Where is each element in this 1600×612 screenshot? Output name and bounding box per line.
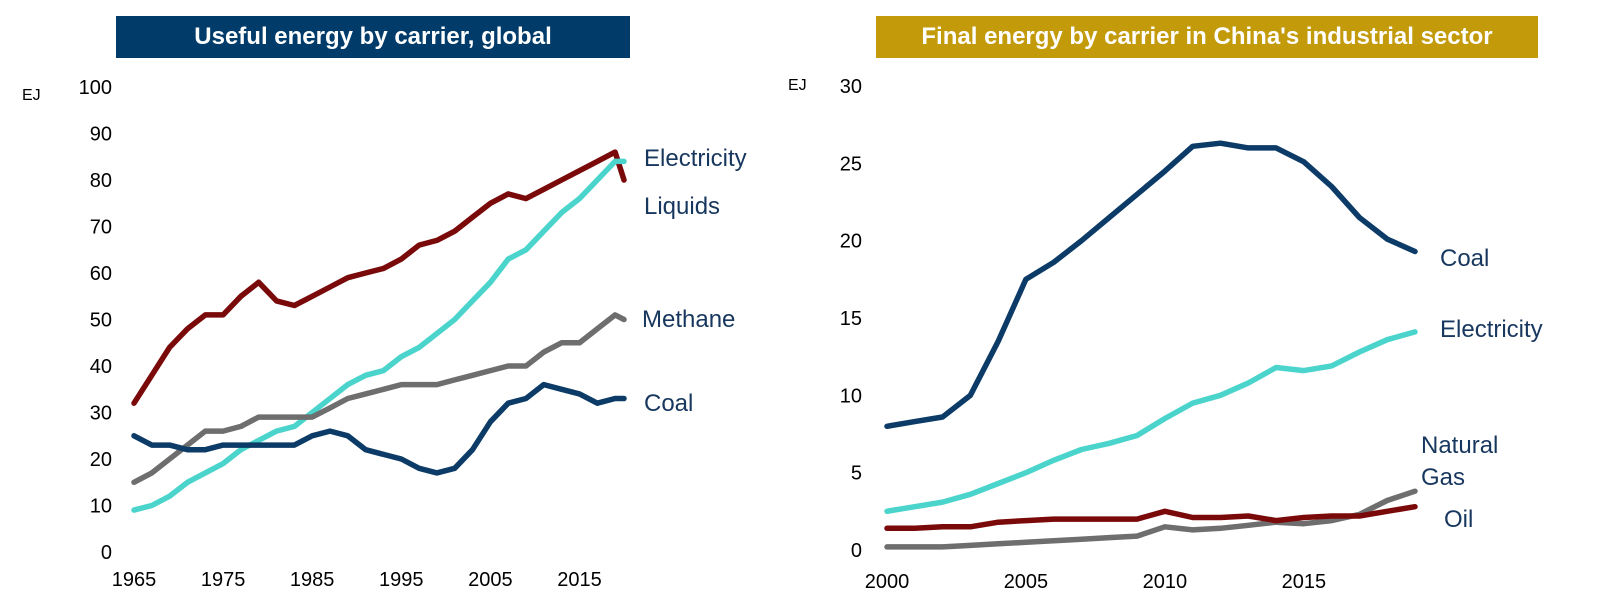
left-label-electricity: Electricity bbox=[644, 145, 747, 172]
left-x-tick-label: 1985 bbox=[290, 569, 335, 591]
right-series-line-oil bbox=[884, 503, 1418, 532]
left-series-line-liquids bbox=[131, 149, 627, 406]
right-label-coal: Coal bbox=[1440, 245, 1489, 272]
left-y-tick-label: 50 bbox=[90, 310, 112, 332]
left-y-tick-label: 80 bbox=[90, 170, 112, 192]
left-y-tick-label: 40 bbox=[90, 356, 112, 378]
right-label-oil: Oil bbox=[1444, 506, 1473, 533]
right-y-tick-label: 15 bbox=[840, 308, 862, 330]
left-y-tick-label: 100 bbox=[79, 77, 112, 99]
right-series-line-coal bbox=[884, 140, 1418, 430]
left-x-tick-label: 1995 bbox=[379, 569, 424, 591]
right-series-line-electricity bbox=[884, 329, 1418, 515]
left-x-tick-label: 1965 bbox=[112, 569, 157, 591]
right-label-electricity: Electricity bbox=[1440, 316, 1543, 343]
right-x-tick-label: 2010 bbox=[1143, 571, 1188, 593]
left-y-tick-label: 10 bbox=[90, 496, 112, 518]
right-y-tick-label: 20 bbox=[840, 231, 862, 253]
right-x-tick-label: 2005 bbox=[1004, 571, 1049, 593]
right-y-tick-label: 30 bbox=[840, 76, 862, 98]
left-label-coal: Coal bbox=[644, 390, 693, 417]
right-series-line-natural_gas bbox=[884, 488, 1418, 550]
left-x-tick-label: 2015 bbox=[557, 569, 602, 591]
left-series-line-electricity bbox=[131, 158, 627, 513]
left-y-tick-label: 0 bbox=[101, 542, 112, 564]
right-unit-label: EJ bbox=[788, 77, 807, 94]
right-y-tick-label: 0 bbox=[851, 540, 862, 562]
right-chart-title: Final energy by carrier in China's indus… bbox=[876, 16, 1538, 58]
left-y-tick-label: 60 bbox=[90, 263, 112, 285]
right-x-tick-label: 2015 bbox=[1282, 571, 1327, 593]
right-label-natural-gas-line2: Gas bbox=[1421, 464, 1465, 491]
left-y-tick-label: 30 bbox=[90, 403, 112, 425]
left-series-line-methane bbox=[131, 312, 627, 486]
left-chart-title: Useful energy by carrier, global bbox=[116, 16, 630, 58]
right-y-tick-label: 25 bbox=[840, 153, 862, 175]
right-y-tick-label: 5 bbox=[851, 463, 862, 485]
left-y-tick-label: 20 bbox=[90, 449, 112, 471]
right-x-tick-label: 2000 bbox=[865, 571, 910, 593]
left-x-tick-label: 1975 bbox=[201, 569, 246, 591]
left-label-liquids: Liquids bbox=[644, 193, 720, 220]
left-y-tick-label: 90 bbox=[90, 124, 112, 146]
left-series-line-coal bbox=[131, 381, 627, 476]
left-label-methane: Methane bbox=[642, 306, 735, 333]
right-y-tick-label: 10 bbox=[840, 385, 862, 407]
left-unit-label: EJ bbox=[22, 87, 41, 104]
right-chart: EJ 0 5 10 15 20 25 30 2000 2005 2010 2015 Coal El… bbox=[788, 76, 1543, 593]
left-chart: EJ 0 10 20 30 40 50 60 70 80 90 100 1965 1975 1985 19… bbox=[22, 77, 747, 591]
left-x-tick-label: 2005 bbox=[468, 569, 513, 591]
right-label-natural-gas-line1: Natural bbox=[1421, 432, 1498, 459]
left-y-tick-label: 70 bbox=[90, 217, 112, 239]
